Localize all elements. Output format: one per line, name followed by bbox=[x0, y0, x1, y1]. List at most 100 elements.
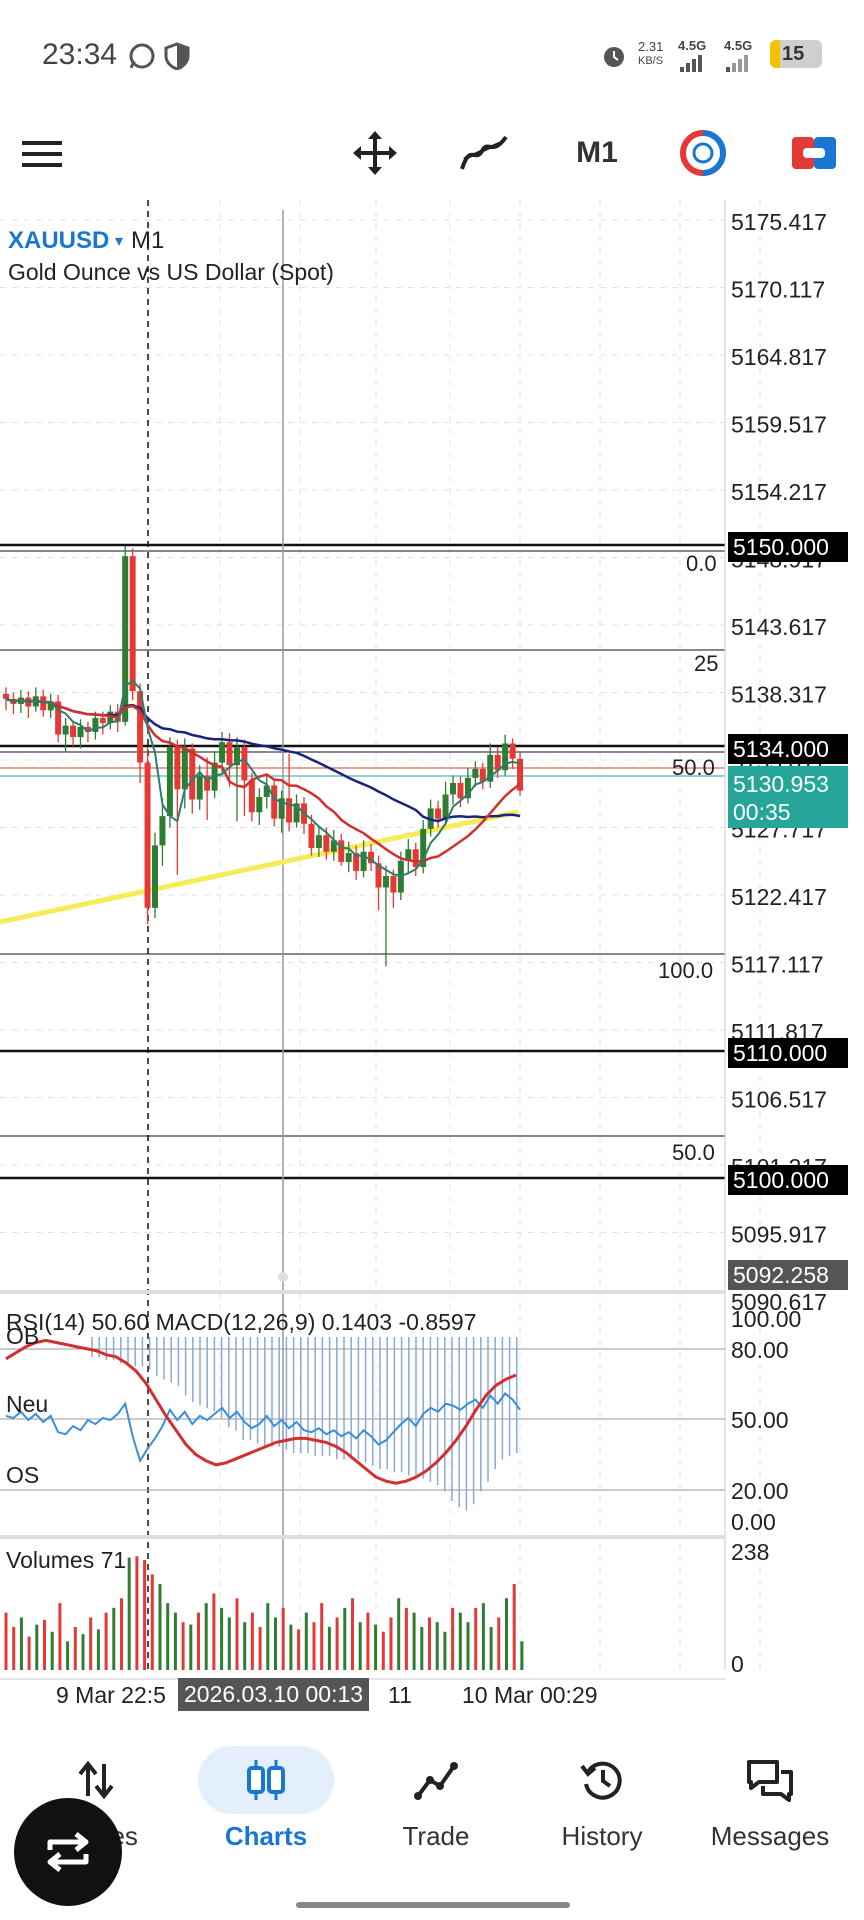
candle-body bbox=[99, 717, 106, 724]
candle bbox=[263, 775, 270, 809]
crosshair-icon bbox=[353, 131, 397, 175]
nav-label-charts: Charts bbox=[224, 1821, 308, 1851]
candle bbox=[137, 683, 144, 783]
candle-body bbox=[204, 775, 211, 791]
candle bbox=[3, 687, 9, 711]
candle bbox=[181, 738, 188, 809]
symbol-label[interactable]: XAUUSD bbox=[8, 227, 109, 254]
nav-item-history[interactable]: History bbox=[522, 1758, 682, 1852]
status-time: 23:34 bbox=[42, 38, 118, 71]
objects-button[interactable] bbox=[678, 128, 728, 178]
candle bbox=[368, 844, 375, 871]
candle-body bbox=[293, 803, 300, 823]
candle-body bbox=[77, 726, 84, 738]
candle-body bbox=[278, 798, 285, 819]
candle-body bbox=[129, 556, 136, 692]
candle bbox=[390, 869, 397, 908]
candle bbox=[204, 757, 211, 820]
candle-body bbox=[457, 782, 464, 799]
volume-panel-title: Volumes 71 bbox=[6, 1547, 126, 1573]
candle bbox=[62, 717, 69, 753]
candle-body bbox=[435, 808, 442, 819]
price-axis-label: 5090.617 bbox=[731, 1289, 827, 1315]
shield-icon bbox=[164, 42, 190, 75]
candle bbox=[144, 747, 151, 925]
candle-body bbox=[375, 863, 382, 888]
nav-label-messages: Messages bbox=[710, 1821, 830, 1851]
candle bbox=[278, 790, 285, 833]
candle-body bbox=[412, 849, 419, 868]
candle-body bbox=[174, 747, 181, 790]
panel-resize-handle[interactable] bbox=[278, 1272, 288, 1282]
trade-toggle-button[interactable] bbox=[788, 128, 840, 178]
volume-axis-top: 238 bbox=[731, 1539, 769, 1565]
candle-body bbox=[330, 840, 337, 852]
candle-body bbox=[353, 853, 360, 871]
candle-body bbox=[189, 748, 196, 800]
home-indicator bbox=[296, 1902, 570, 1908]
fib-label: 50.0 bbox=[672, 1140, 715, 1165]
trade-toggle-icon bbox=[792, 137, 836, 169]
repeat-icon bbox=[47, 1832, 89, 1872]
nav-item-trade[interactable]: Trade bbox=[356, 1758, 516, 1852]
crosshair-button[interactable] bbox=[350, 128, 400, 178]
price-axis: 5175.417 5170.117 5164.817 5159.517 5154.217… bbox=[731, 209, 827, 1315]
candle bbox=[345, 841, 352, 873]
bottom-navigation: Quotes Charts Trade History Messages bbox=[0, 1740, 864, 1920]
timeframe-button[interactable]: M1 bbox=[566, 128, 628, 178]
candle bbox=[241, 739, 248, 817]
candle-body bbox=[263, 785, 270, 797]
horizontal-levels bbox=[0, 543, 725, 1180]
nav-item-messages[interactable]: Messages bbox=[690, 1758, 850, 1852]
level-tags: 5150.000 5134.000 5110.000 5100.000 bbox=[728, 532, 848, 1195]
level-tag-5110: 5110.000 bbox=[733, 1040, 827, 1066]
candle bbox=[129, 548, 136, 701]
candle bbox=[420, 819, 427, 874]
candle bbox=[457, 776, 464, 808]
active-indicator bbox=[198, 1746, 334, 1814]
candle-body bbox=[144, 762, 151, 908]
symbol-dropdown-icon[interactable]: ▾ bbox=[115, 233, 123, 250]
candle-body bbox=[502, 743, 509, 771]
sim2-signal: 4.5G bbox=[724, 38, 752, 73]
candle bbox=[166, 737, 173, 828]
indicators-button[interactable] bbox=[458, 128, 510, 178]
macd-signal-line bbox=[5, 1338, 517, 1485]
rsi-axis-50: 50.00 bbox=[731, 1407, 789, 1433]
candle bbox=[450, 775, 456, 805]
nav-label-history: History bbox=[561, 1821, 643, 1851]
chart-area[interactable]: XAUUSD ▾ M1 Gold Ounce vs US Dollar (Spo… bbox=[0, 200, 864, 1700]
fibonacci-labels: 0.0 25 50.0 100.0 50.0 bbox=[658, 551, 718, 1165]
quotes-icon bbox=[78, 1760, 114, 1800]
price-axis-label: 5106.517 bbox=[731, 1087, 827, 1113]
candle-body bbox=[62, 725, 69, 735]
crosshair-price: 5092.258 bbox=[733, 1262, 829, 1288]
net-speed: 2.31 KB/S bbox=[638, 39, 664, 67]
one-click-trade-button[interactable] bbox=[14, 1798, 122, 1906]
candle-body bbox=[3, 693, 9, 699]
candle-body bbox=[308, 823, 315, 848]
candle-body bbox=[487, 754, 494, 782]
candle-body bbox=[479, 768, 486, 782]
candle-body bbox=[122, 556, 129, 722]
candle bbox=[308, 814, 315, 856]
candle bbox=[338, 833, 345, 866]
candle bbox=[435, 800, 442, 828]
candle-body bbox=[420, 828, 427, 868]
candle bbox=[315, 826, 322, 857]
price-axis-label: 5122.417 bbox=[731, 884, 827, 910]
candle-body bbox=[159, 816, 166, 846]
symbol-timeframe: M1 bbox=[131, 227, 164, 254]
candle bbox=[70, 720, 77, 747]
ob-label: OB bbox=[6, 1323, 39, 1349]
nav-item-charts[interactable]: Charts bbox=[186, 1746, 346, 1852]
candle-body bbox=[196, 775, 203, 800]
level-tag-5100: 5100.000 bbox=[733, 1167, 829, 1193]
candle-body bbox=[472, 768, 479, 778]
level-tag-5134: 5134.000 bbox=[733, 736, 829, 762]
candle bbox=[330, 830, 337, 861]
trendline[interactable] bbox=[0, 809, 519, 925]
candle-body bbox=[271, 785, 278, 819]
menu-button[interactable] bbox=[18, 130, 66, 178]
candle-body bbox=[405, 849, 412, 861]
